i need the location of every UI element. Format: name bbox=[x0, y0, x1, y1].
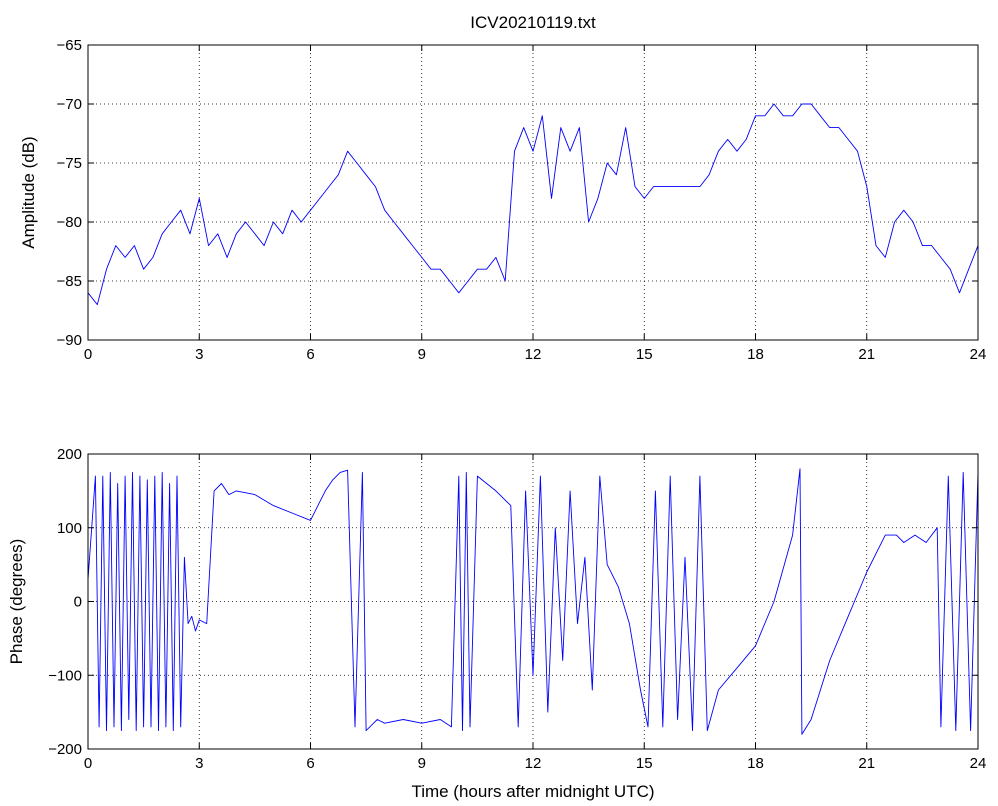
x-tick-label: 24 bbox=[970, 346, 987, 363]
x-tick-label: 12 bbox=[525, 755, 542, 772]
x-tick-label: 0 bbox=[84, 346, 92, 363]
y-tick-label: 200 bbox=[57, 446, 82, 463]
x-tick-label: 18 bbox=[747, 755, 764, 772]
x-tick-label: 21 bbox=[858, 346, 875, 363]
y-tick-label: −100 bbox=[48, 667, 82, 684]
plot-1: 0 3 6 9 12 15 18 21 24 −200 −100 0 100 200 Time (hours… bbox=[7, 446, 986, 801]
y-tick-label: −70 bbox=[57, 96, 82, 113]
y-tick-label: −80 bbox=[57, 214, 82, 231]
series-line-1-0 bbox=[87, 468, 979, 735]
y-tick-label: −75 bbox=[57, 155, 82, 172]
x-tick-label: 15 bbox=[636, 755, 653, 772]
y-tick-label: −200 bbox=[48, 741, 82, 758]
x-tick-label: 18 bbox=[747, 346, 764, 363]
y-tick-label: −85 bbox=[57, 273, 82, 290]
plot-0: 0 3 6 9 12 15 18 21 24 −90 −85 −80 −75 −70 −65 ICV20210… bbox=[19, 13, 986, 363]
x-axis-label: Time (hours after midnight UTC) bbox=[411, 782, 654, 801]
y-tick-label: −65 bbox=[57, 37, 82, 54]
x-tick-label: 6 bbox=[306, 755, 314, 772]
y-axis-label: Amplitude (dB) bbox=[19, 136, 38, 248]
x-tick-label: 6 bbox=[306, 346, 314, 363]
x-tick-label: 3 bbox=[195, 346, 203, 363]
x-tick-label: 24 bbox=[970, 755, 987, 772]
y-tick-label: 100 bbox=[57, 520, 82, 537]
x-tick-label: 9 bbox=[418, 755, 426, 772]
x-tick-label: 3 bbox=[195, 755, 203, 772]
x-tick-label: 12 bbox=[525, 346, 542, 363]
x-tick-label: 9 bbox=[418, 346, 426, 363]
x-tick-label: 0 bbox=[84, 755, 92, 772]
y-axis-label: Phase (degrees) bbox=[7, 539, 26, 665]
series-line-0-0 bbox=[87, 103, 979, 306]
y-tick-label: −90 bbox=[57, 332, 82, 349]
x-tick-label: 21 bbox=[858, 755, 875, 772]
chart-title: ICV20210119.txt bbox=[470, 13, 596, 32]
x-tick-label: 15 bbox=[636, 346, 653, 363]
y-tick-label: 0 bbox=[74, 594, 82, 611]
